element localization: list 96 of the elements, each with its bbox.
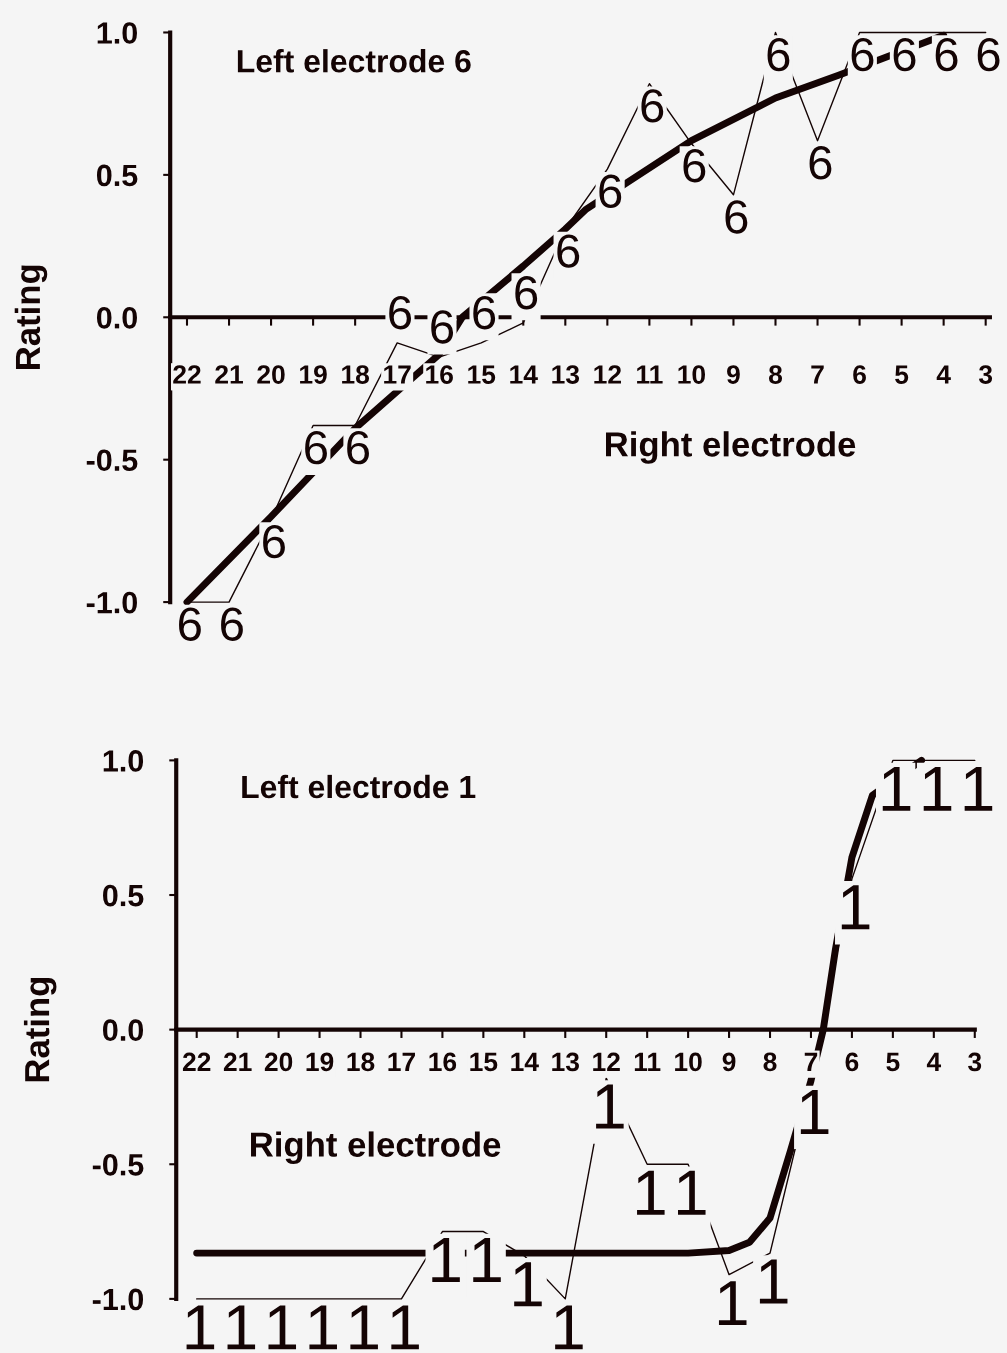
x-tick-label: 6 bbox=[853, 365, 866, 384]
x-tick-label: 4 bbox=[926, 1052, 942, 1071]
x-axis-title: Right electrode bbox=[606, 431, 856, 464]
x-tick-label: 11 bbox=[634, 1052, 661, 1071]
text: 1 bbox=[514, 1262, 542, 1307]
text: 6 bbox=[179, 607, 201, 641]
text: 6 bbox=[347, 430, 369, 465]
x-tick-label: 3 bbox=[968, 1052, 982, 1072]
x-tick-label: 20 bbox=[257, 365, 285, 384]
y-axis-title: Rating bbox=[23, 977, 57, 1082]
text: 6 bbox=[809, 146, 832, 180]
chart-title: Left electrode 6 bbox=[237, 49, 471, 73]
y-tick-label: 0.5 bbox=[103, 884, 144, 907]
y-tick-label: 0.0 bbox=[103, 1019, 144, 1042]
x-tick-label: 22 bbox=[182, 1052, 211, 1071]
text: 6 bbox=[599, 174, 622, 209]
text: 1 bbox=[555, 1305, 583, 1350]
text: 1 bbox=[759, 1259, 788, 1304]
x-tick-label: 19 bbox=[306, 1052, 334, 1072]
x-tick-label: 15 bbox=[468, 365, 496, 384]
x-tick-label: 4 bbox=[936, 365, 951, 384]
y-tick-label: 0.5 bbox=[96, 164, 138, 187]
y-axis-title: Rating bbox=[14, 265, 48, 369]
x-tick-label: 9 bbox=[722, 1052, 736, 1072]
y-tick-label: -1.0 bbox=[92, 1288, 144, 1311]
text: 6 bbox=[935, 37, 958, 72]
x-axis-title: Right electrode bbox=[251, 1131, 501, 1164]
x-tick-label: 12 bbox=[594, 365, 621, 384]
y-tick-label: 1.0 bbox=[97, 22, 137, 44]
text: 1 bbox=[227, 1305, 256, 1350]
text: 6 bbox=[641, 89, 664, 123]
x-tick-label: 8 bbox=[769, 365, 783, 384]
x-tick-label: 3 bbox=[978, 365, 993, 384]
x-tick-label: 20 bbox=[264, 1052, 293, 1072]
x-tick-label: 14 bbox=[511, 1052, 539, 1071]
text: 6 bbox=[305, 430, 327, 465]
text: 1 bbox=[637, 1170, 665, 1215]
x-tick-label: 18 bbox=[347, 1052, 375, 1072]
x-tick-label: 17 bbox=[388, 1052, 415, 1071]
text: 6 bbox=[389, 295, 412, 330]
text: 6 bbox=[683, 148, 706, 183]
x-tick-label: 9 bbox=[727, 365, 740, 384]
x-tick-label: 5 bbox=[895, 365, 909, 384]
x-tick-label: 22 bbox=[173, 365, 201, 384]
text: 6 bbox=[263, 524, 285, 559]
text: 1 bbox=[923, 766, 952, 811]
x-tick-label: 21 bbox=[223, 1052, 252, 1071]
text: 6 bbox=[473, 295, 496, 330]
series-label: 6 bbox=[515, 276, 538, 310]
x-tick-label: 15 bbox=[470, 1052, 498, 1072]
x-tick-label: 8 bbox=[763, 1052, 777, 1072]
chart-title: Left electrode 1 bbox=[242, 774, 476, 799]
text: 1 bbox=[718, 1281, 747, 1326]
text: 1 bbox=[350, 1305, 378, 1350]
text: 1 bbox=[268, 1305, 297, 1350]
text: 1 bbox=[309, 1305, 337, 1350]
y-tick-label: -0.5 bbox=[92, 1153, 144, 1176]
y-tick-label: 0.0 bbox=[96, 307, 137, 329]
x-tick-label: 10 bbox=[675, 1052, 702, 1072]
x-tick-label: 17 bbox=[384, 365, 411, 384]
text: 1 bbox=[391, 1305, 419, 1350]
x-tick-label: 10 bbox=[678, 365, 706, 384]
text: 6 bbox=[557, 234, 580, 268]
y-tick-label: 1.0 bbox=[103, 750, 144, 772]
text: 6 bbox=[977, 37, 1000, 72]
y-tick-label: -0.5 bbox=[86, 449, 138, 472]
text: 6 bbox=[725, 200, 748, 234]
text: 1 bbox=[678, 1170, 706, 1215]
x-tick-label: 14 bbox=[510, 365, 538, 384]
text: 1 bbox=[596, 1084, 624, 1129]
x-tick-label: 11 bbox=[637, 365, 663, 384]
x-tick-label: 16 bbox=[429, 1052, 457, 1072]
x-tick-label: 19 bbox=[300, 365, 327, 384]
x-tick-label: 7 bbox=[811, 365, 824, 384]
text: 1 bbox=[882, 766, 911, 811]
x-tick-label: 13 bbox=[552, 365, 580, 384]
series-label: 1 bbox=[841, 885, 870, 930]
x-tick-label: 13 bbox=[552, 1052, 579, 1072]
x-tick-label: 7 bbox=[804, 1052, 818, 1071]
text: 6 bbox=[767, 37, 790, 72]
text: 1 bbox=[800, 1089, 829, 1134]
text: 6 bbox=[221, 607, 243, 641]
x-tick-label: 16 bbox=[426, 365, 453, 384]
text: 6 bbox=[893, 37, 916, 72]
text: 1 bbox=[432, 1238, 460, 1283]
x-tick-label: 12 bbox=[593, 1052, 620, 1071]
y-tick-label: -1.0 bbox=[86, 591, 137, 614]
text: 1 bbox=[964, 766, 993, 811]
x-tick-label: 5 bbox=[886, 1052, 900, 1072]
text: 6 bbox=[431, 310, 454, 344]
text: 1 bbox=[186, 1305, 215, 1350]
text: 1 bbox=[473, 1238, 501, 1283]
text: 6 bbox=[851, 37, 874, 72]
x-tick-label: 6 bbox=[845, 1052, 859, 1072]
x-tick-label: 18 bbox=[342, 365, 370, 384]
x-tick-label: 21 bbox=[215, 365, 243, 384]
